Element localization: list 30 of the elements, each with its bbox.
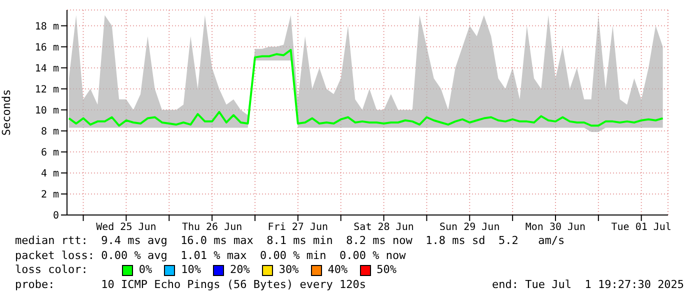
y-tick-label: 0 bbox=[52, 210, 59, 222]
text: probe: 10 ICMP Echo Pings (56 Bytes) every 120s bbox=[15, 278, 366, 290]
x-tick-label: Tue 01 Jul bbox=[611, 222, 672, 234]
x-tick-label: Wed 25 Jun bbox=[96, 222, 156, 234]
x-tick-label: Mon 30 Jun bbox=[525, 222, 586, 234]
text: packet loss: 0.00 % avg 1.01 % max 0.00 % min 0.00 % now bbox=[15, 248, 407, 263]
text: 40% bbox=[328, 263, 348, 278]
text: 30% bbox=[278, 263, 299, 278]
text: median rtt: 9.4 ms avg 16.0 ms max 8.1 ms min 8.2 ms now 1.8 ms sd 5.2 am/s bbox=[15, 234, 566, 248]
text: end: Tue Jul 1 19:27:30 2025 bbox=[492, 278, 684, 292]
line-series bbox=[68, 48, 664, 127]
text: 10% bbox=[181, 263, 201, 278]
y-tick-label: 8 m bbox=[40, 126, 59, 138]
y-tick-label: 18 m bbox=[34, 21, 59, 32]
y-axis-title: Seconds bbox=[0, 89, 13, 136]
y-tick-label: 2 m bbox=[40, 190, 59, 201]
y-tick-label: 6 m bbox=[40, 147, 59, 158]
y-tick-label: 14 m bbox=[34, 63, 59, 74]
text: 0% bbox=[138, 263, 152, 278]
x-tick-label: Fri 27 Jun bbox=[268, 222, 328, 234]
y-tick-label: 12 m bbox=[34, 84, 59, 96]
y-tick-label: 4 m bbox=[40, 168, 59, 180]
x-tick-label: Sun 29 Jun bbox=[440, 222, 500, 234]
text: 20% bbox=[230, 263, 250, 278]
x-tick-label: Thu 26 Jun bbox=[182, 222, 242, 234]
y-tick-label: 16 m bbox=[34, 42, 59, 54]
y-tick-label: 10 m bbox=[34, 105, 59, 116]
text: loss color: bbox=[15, 263, 88, 278]
text: 50% bbox=[376, 263, 396, 278]
x-tick-label: Sat 28 Jun bbox=[354, 222, 414, 234]
